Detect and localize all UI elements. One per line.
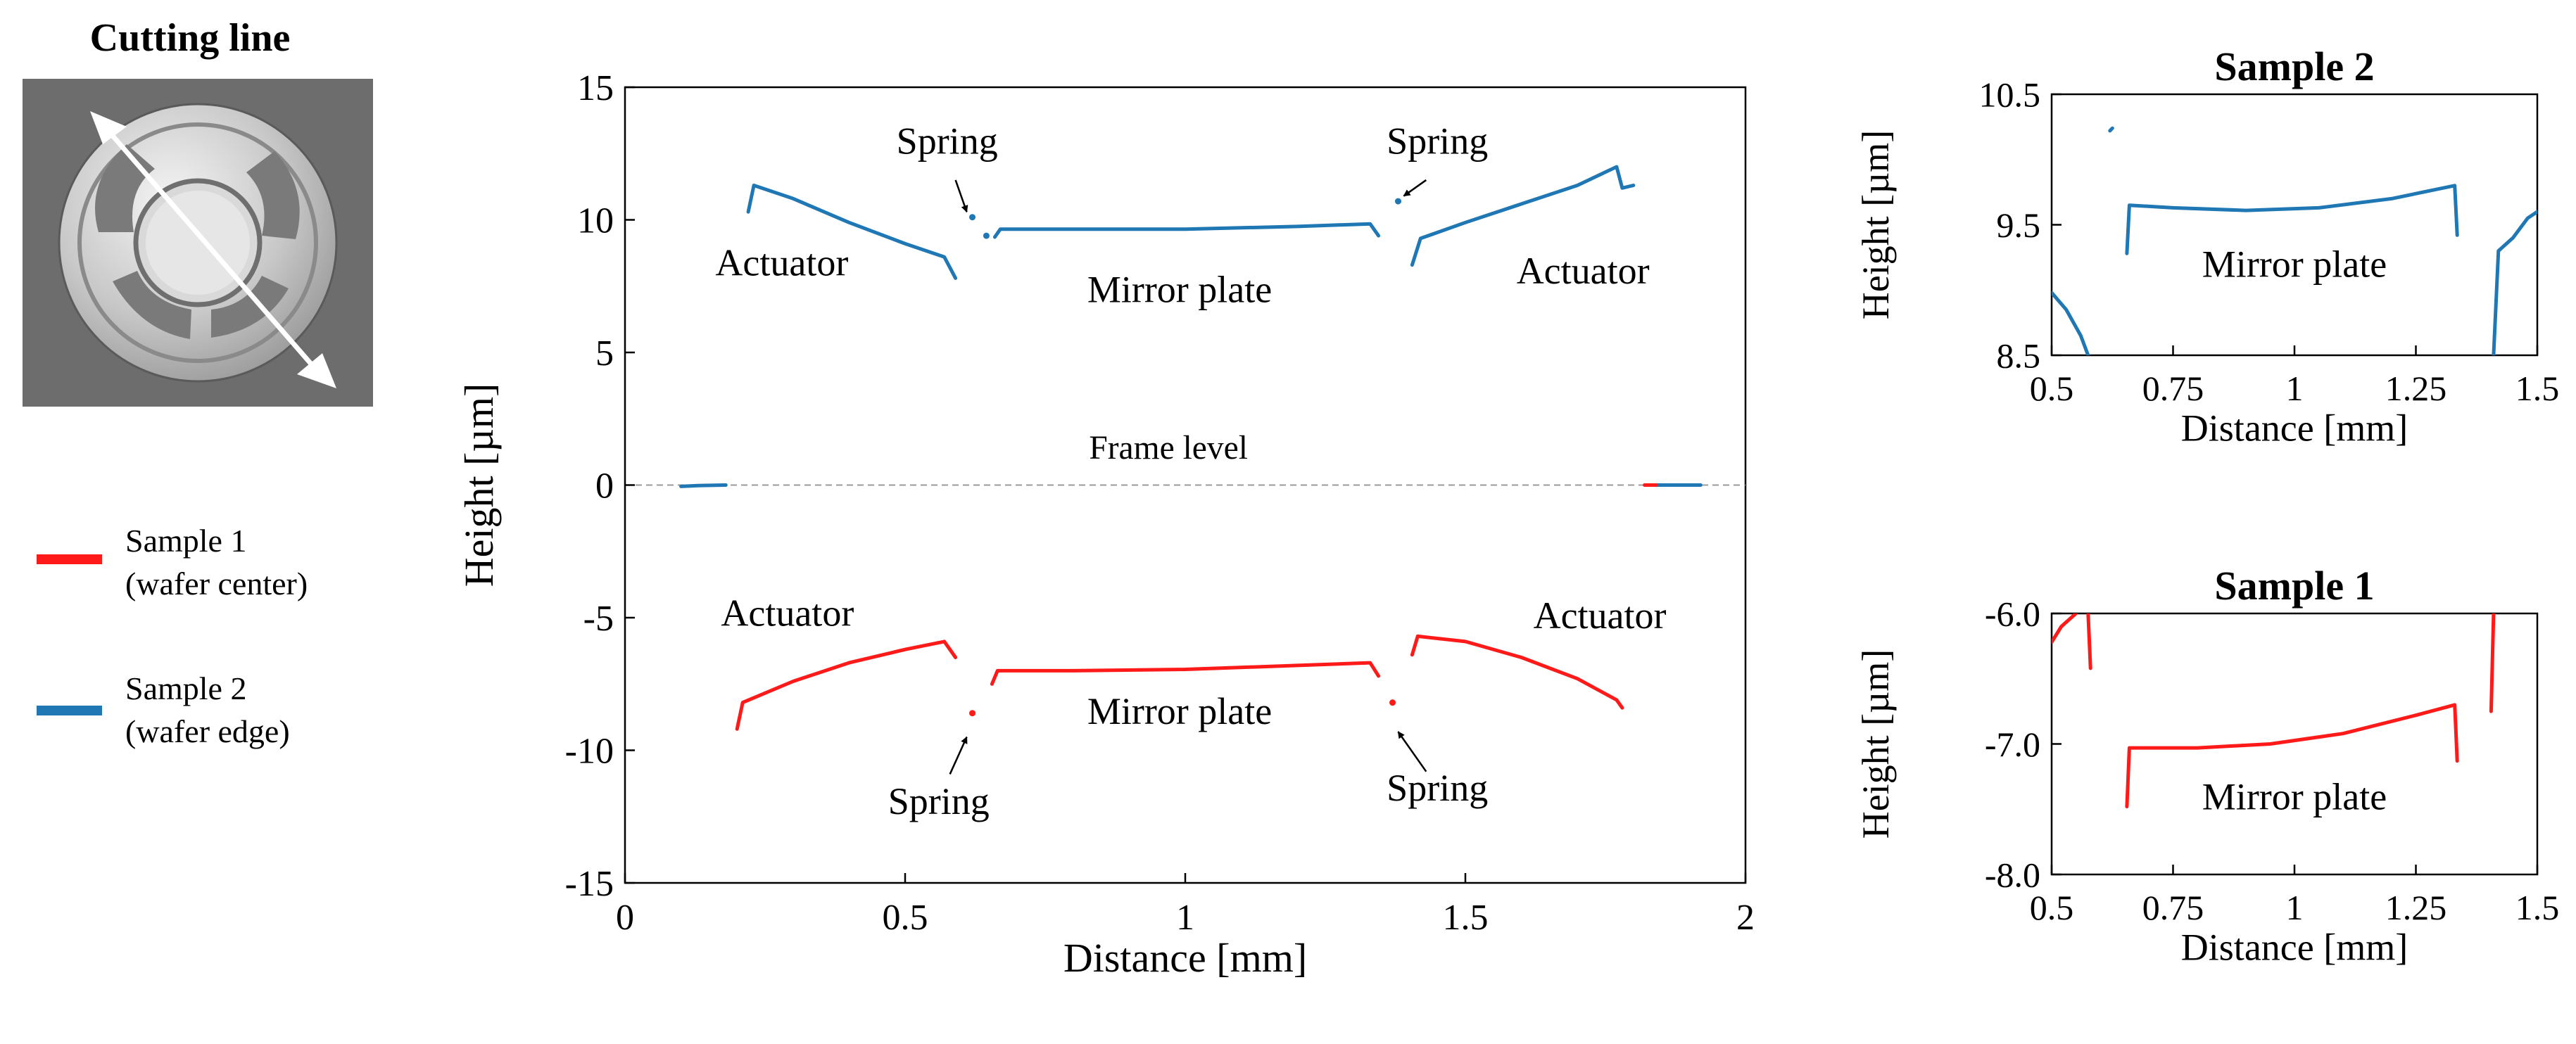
annotation-label: Spring bbox=[888, 780, 990, 822]
series-sample-1 bbox=[735, 483, 1658, 731]
legend-label: Sample 1 bbox=[125, 523, 246, 559]
series-line bbox=[2086, 613, 2092, 670]
y-axis-label: Height [µm] bbox=[1855, 130, 1897, 320]
y-tick-label: 5 bbox=[595, 333, 614, 374]
series-line bbox=[2492, 210, 2537, 355]
annotation-label: Actuator bbox=[721, 592, 854, 634]
data-point bbox=[983, 232, 990, 239]
series-line bbox=[992, 222, 1381, 239]
series-line bbox=[1410, 165, 1636, 267]
series-sample-2 bbox=[2052, 126, 2537, 355]
y-tick-label: -6.0 bbox=[1985, 594, 2040, 634]
series-sample-1 bbox=[2052, 613, 2496, 808]
series-line bbox=[2489, 613, 2496, 713]
y-axis-label: Height [µm] bbox=[1855, 649, 1897, 839]
x-tick-label: 0.5 bbox=[2030, 888, 2074, 927]
annotation-arrow bbox=[1403, 179, 1427, 197]
legend-label: Sample 2 bbox=[125, 670, 246, 706]
annotation-label: Mirror plate bbox=[2202, 243, 2387, 286]
x-tick-label: 0 bbox=[616, 898, 634, 938]
y-tick-label: 10 bbox=[577, 201, 614, 241]
legend-sublabel: (wafer edge) bbox=[125, 713, 290, 749]
annotation-label: Mirror plate bbox=[1087, 268, 1272, 310]
x-tick-label: 2 bbox=[1736, 898, 1755, 938]
main-chart: 0 0.5 1 1.5 2 15 10 5 0 -5 -10 -15 Distance [mm] Heig… bbox=[456, 68, 1755, 981]
annotation-label: Mirror plate bbox=[1087, 690, 1272, 732]
series-line bbox=[735, 639, 958, 731]
x-tick-label: 1.5 bbox=[2515, 888, 2560, 927]
y-tick-label: 10.5 bbox=[1979, 75, 2041, 115]
legend-item-sample-1: Sample 1 (wafer center) bbox=[37, 523, 308, 601]
annotation-label: Actuator bbox=[1517, 250, 1650, 292]
y-tick-label: -5 bbox=[583, 599, 614, 639]
x-axis-label: Distance [mm] bbox=[2181, 927, 2408, 969]
chart-title: Sample 1 bbox=[2214, 563, 2374, 609]
x-tick-label: 1.25 bbox=[2385, 888, 2447, 927]
annotation-label: Actuator bbox=[1534, 594, 1667, 637]
x-tick-label: 1.5 bbox=[2515, 369, 2560, 408]
x-tick-label: 1.25 bbox=[2385, 369, 2447, 408]
cutting-line-title: Cutting line bbox=[90, 16, 291, 60]
plot-area bbox=[2052, 126, 2537, 355]
annotation-label: Mirror plate bbox=[2202, 775, 2387, 817]
series-line bbox=[2125, 703, 2459, 808]
x-tick-label: 1.5 bbox=[1443, 898, 1489, 938]
series-line bbox=[2108, 126, 2114, 133]
plot-frame bbox=[2050, 93, 2539, 357]
cutting-line-panel: Cutting line bbox=[23, 16, 373, 407]
data-point bbox=[1389, 699, 1396, 706]
series-line bbox=[2052, 291, 2090, 355]
legend-sublabel: (wafer center) bbox=[125, 566, 308, 601]
annotation-label: Actuator bbox=[715, 242, 848, 284]
series-line bbox=[1410, 634, 1624, 710]
sample-2-zoom-chart: 0.5 0.75 1 1.25 1.5 10.5 9.5 8.5 Distance [mm] He… bbox=[1855, 44, 2559, 450]
chart-title: Sample 2 bbox=[2214, 44, 2374, 89]
x-tick-label: 1 bbox=[2286, 369, 2304, 408]
series-line bbox=[746, 184, 958, 280]
series-line bbox=[990, 661, 1381, 686]
series-line bbox=[2052, 613, 2078, 644]
x-axis-label: Distance [mm] bbox=[2181, 407, 2408, 450]
x-tick-label: 0.5 bbox=[2030, 369, 2074, 408]
x-tick-label: 1 bbox=[1176, 898, 1194, 938]
series-line bbox=[679, 483, 728, 488]
x-tick-label: 0.75 bbox=[2142, 888, 2204, 927]
annotation-label: Spring bbox=[897, 120, 998, 162]
y-tick-label: 9.5 bbox=[1997, 205, 2041, 245]
x-axis-label: Distance [mm] bbox=[1063, 935, 1307, 981]
y-tick-label: -8.0 bbox=[1985, 855, 2040, 895]
annotation-label: Spring bbox=[1387, 120, 1488, 162]
y-tick-label: 15 bbox=[577, 68, 614, 108]
plot-area bbox=[679, 165, 1703, 731]
plot-area bbox=[2052, 613, 2496, 808]
y-tick-label: -10 bbox=[565, 732, 614, 772]
sample-1-zoom-chart: 0.5 0.75 1 1.25 1.5 -6.0 -7.0 -8.0 Distance [mm]… bbox=[1855, 563, 2559, 969]
annotation-arrow bbox=[949, 736, 968, 775]
x-tick-label: 0.5 bbox=[883, 898, 928, 938]
y-axis-label: Height [µm] bbox=[456, 383, 502, 587]
data-point bbox=[969, 214, 976, 221]
data-point bbox=[969, 710, 976, 717]
y-tick-label: 8.5 bbox=[1997, 336, 2041, 376]
legend-item-sample-2: Sample 2 (wafer edge) bbox=[37, 670, 290, 749]
series-sample-2 bbox=[679, 165, 1703, 488]
annotation-label: Spring bbox=[1387, 767, 1488, 809]
y-tick-label: 0 bbox=[595, 466, 614, 507]
annotation-arrow bbox=[1397, 731, 1427, 772]
annotation-label: Frame level bbox=[1089, 430, 1248, 466]
annotation-arrow bbox=[954, 179, 968, 213]
series-line bbox=[2125, 184, 2459, 255]
plot-frame bbox=[2050, 612, 2539, 876]
x-tick-label: 0.75 bbox=[2142, 369, 2204, 408]
legend: Sample 1 (wafer center) Sample 2 (wafer … bbox=[37, 523, 308, 749]
y-tick-label: -15 bbox=[565, 864, 614, 904]
device-image bbox=[23, 79, 373, 407]
data-point bbox=[1394, 198, 1401, 205]
x-tick-label: 1 bbox=[2286, 888, 2304, 927]
y-tick-label: -7.0 bbox=[1985, 725, 2040, 764]
